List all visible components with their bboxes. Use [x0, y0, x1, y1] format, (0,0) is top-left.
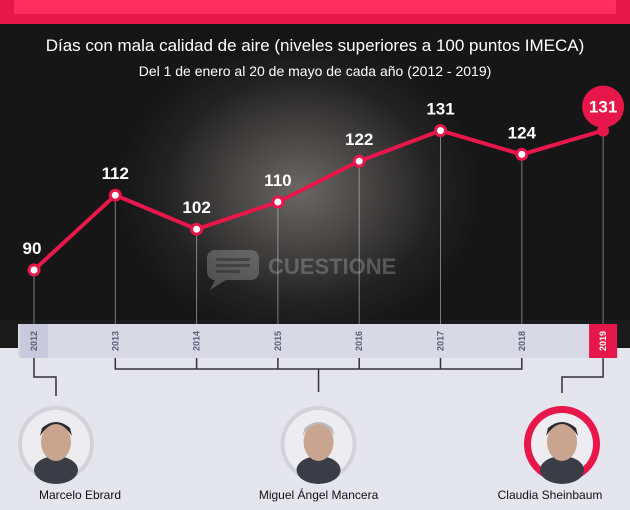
chart-subtitle: Días con mala calidad de aire (niveles s…: [45, 36, 585, 55]
person-icon: [34, 422, 78, 484]
top-banner-tab: [14, 0, 616, 14]
data-point-2016: [352, 154, 366, 168]
tick-label-2015: 2015: [273, 331, 283, 351]
data-point-2014: [190, 222, 204, 236]
data-point-2018: [515, 147, 529, 161]
series-line: [32, 128, 604, 272]
highlight-badge: [582, 85, 625, 128]
avatar-0: [18, 406, 94, 484]
watermark: CUESTIONE: [207, 250, 396, 290]
data-labels: 90 112 102 110 122 131 124 131: [23, 85, 625, 258]
person-icon: [296, 422, 341, 484]
bracket-1: [114, 358, 523, 392]
term-brackets: [33, 358, 604, 396]
tick-label-2013: 2013: [110, 331, 120, 351]
person-name-1: Miguel Ángel Mancera: [258, 488, 379, 502]
tick-label-2016: 2016: [354, 331, 364, 351]
tick-label-2018: 2018: [517, 331, 527, 351]
person-name-0: Marcelo Ebrard: [38, 488, 122, 502]
data-point-2015: [271, 195, 285, 209]
drop-lines: [33, 130, 604, 324]
avatar-2: [524, 406, 600, 484]
data-label-2016: 122: [345, 130, 373, 149]
avatars: [18, 406, 600, 484]
data-label-2015: 110: [264, 171, 291, 190]
data-point-2019: [597, 124, 610, 137]
data-point-2012: [27, 263, 41, 277]
chart-period: Del 1 de enero al 20 de mayo de cada año…: [138, 63, 492, 79]
bracket-2: [561, 358, 604, 393]
data-label-2017: 131: [426, 100, 454, 119]
top-banner: [0, 0, 630, 24]
data-label-2014: 102: [182, 198, 210, 217]
tick-label-2014: 2014: [192, 331, 202, 351]
highlight-tick-box: [589, 324, 618, 358]
data-label-2019: 131: [589, 98, 617, 117]
data-label-2013: 112: [102, 164, 129, 183]
tick-label-2017: 2017: [436, 331, 446, 351]
tick-label-2019: 2019: [598, 331, 608, 351]
first-tick-box: [20, 324, 48, 358]
avatar-1: [280, 406, 357, 484]
data-label-2012: 90: [23, 239, 42, 258]
watermark-text: CUESTIONE: [268, 254, 396, 279]
data-point-2017: [434, 124, 447, 138]
data-label-2018: 124: [508, 123, 537, 142]
data-point-2013: [108, 188, 122, 202]
data-points: [27, 124, 610, 277]
chat-bubble-icon: [207, 250, 259, 290]
person-icon: [540, 422, 584, 484]
person-name-2: Claudia Sheinbaum: [497, 488, 603, 502]
tick-label-2012: 2012: [29, 331, 39, 351]
bracket-0: [33, 358, 57, 396]
x-axis-ticks: 2012 2013 2014 2015 2016 2017 2018 2019: [20, 324, 618, 358]
x-axis-band: [18, 324, 610, 358]
